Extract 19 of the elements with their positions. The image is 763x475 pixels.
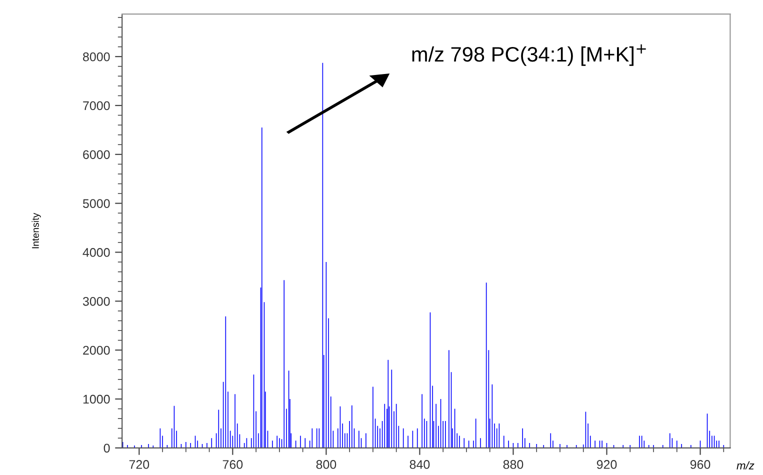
x-tick-label: 920 bbox=[596, 460, 617, 469]
x-tick-label: 760 bbox=[222, 460, 243, 469]
y-tick-label: 0 bbox=[104, 444, 110, 453]
y-tick-label: 1000 bbox=[83, 394, 110, 404]
y-tick-label: 5000 bbox=[82, 199, 110, 208]
y-tick-label: 4000 bbox=[82, 248, 110, 257]
x-tick-label: 960 bbox=[690, 460, 710, 469]
x-tick-label: 720 bbox=[129, 460, 150, 469]
annotation: m/z 798 PC(34:1) [M+K]$^{+}$ bbox=[412, 44, 646, 66]
x-tick-label: 800 bbox=[316, 460, 336, 469]
y-tick-label: 7000 bbox=[83, 101, 110, 110]
y-axis-title: Intensity bbox=[32, 212, 41, 248]
y-tick-label: 6000 bbox=[83, 150, 110, 160]
y-tick-label: 3000 bbox=[82, 296, 110, 306]
x-tick-label: 880 bbox=[503, 460, 524, 469]
y-tick-label: 8000 bbox=[83, 52, 110, 62]
x-tick-label: 840 bbox=[410, 460, 430, 469]
x-axis-title: m/z bbox=[736, 461, 754, 470]
y-tick-label: 2000 bbox=[83, 346, 110, 355]
